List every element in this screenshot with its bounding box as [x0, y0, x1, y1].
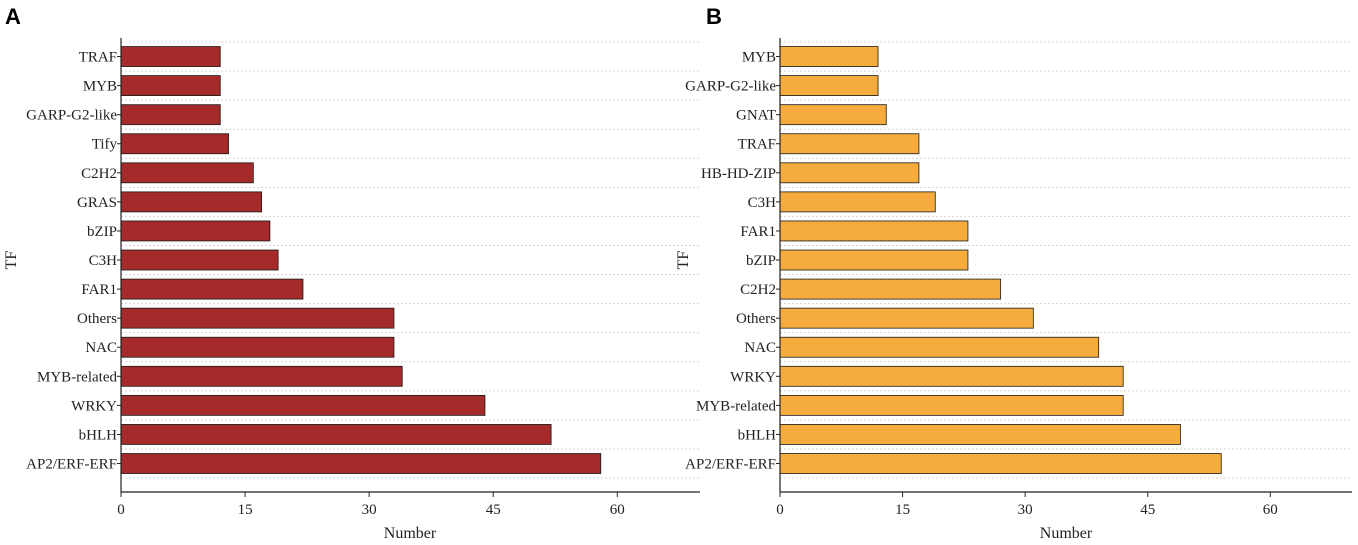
x-tick-label: 60	[610, 502, 625, 518]
category-label: HB-HD-ZIP	[701, 166, 776, 182]
bar-ap2-erf-erf	[120, 453, 602, 474]
category-label: WRKY	[71, 398, 117, 414]
category-label: MYB-related	[37, 369, 117, 385]
category-label: AP2/ERF-ERF	[685, 457, 776, 473]
bar-ap2-erf-erf	[779, 453, 1222, 474]
panel-b: B MYB GARP-G2-like GNAT TRAF HB-HD-ZIP C3H FAR1…	[675, 4, 1352, 542]
x-axis-title: Number	[384, 525, 437, 542]
bar-c2h2	[120, 162, 254, 184]
bar-myb-related	[779, 394, 1124, 416]
category-label: FAR1	[740, 224, 776, 240]
panel-letter: A	[5, 4, 21, 29]
category-label: C2H2	[81, 166, 117, 182]
bar-nac	[779, 336, 1100, 358]
category-label: WRKY	[730, 369, 776, 385]
category-label: Others	[77, 311, 117, 327]
bar-c3h	[779, 191, 936, 213]
x-tick-label: 0	[776, 502, 784, 518]
bar-myb	[120, 75, 221, 97]
bar-bzip	[779, 249, 969, 271]
x-axis-title: Number	[1040, 525, 1093, 542]
category-label: C3H	[748, 195, 777, 211]
x-tick-label: 30	[362, 502, 377, 518]
x-tick-label: 45	[1140, 502, 1155, 518]
bar-bhlh	[120, 424, 552, 445]
x-tick-label: 15	[895, 502, 910, 518]
category-label: Others	[736, 311, 776, 327]
bar-gnat	[779, 104, 887, 126]
category-label: C2H2	[740, 282, 776, 298]
category-label: GNAT	[736, 108, 776, 124]
bar-bzip	[120, 220, 271, 242]
x-tick-label: 45	[486, 502, 501, 518]
panel-a: A TRAF MYB GARP-G2-like Tify C2H2 GRAS bZIP C3H F…	[3, 4, 700, 542]
category-label: MYB	[83, 79, 117, 95]
category-label: bZIP	[746, 253, 776, 269]
bar-nac	[120, 336, 395, 358]
category-label: FAR1	[81, 282, 117, 298]
category-label: AP2/ERF-ERF	[26, 457, 117, 473]
category-label: C3H	[89, 253, 118, 269]
bar-traf	[120, 46, 221, 67]
bar-bhlh	[779, 424, 1181, 445]
bar-traf	[779, 133, 920, 155]
bar-others	[779, 307, 1034, 329]
category-label: MYB	[742, 50, 776, 66]
bar-tify	[120, 133, 229, 155]
bar-far1	[779, 220, 969, 242]
category-label: bZIP	[87, 224, 117, 240]
category-label: GARP-G2-like	[26, 108, 117, 124]
bar-myb-related	[120, 365, 403, 387]
bar-c2h2	[779, 278, 1002, 300]
x-tick-label: 15	[238, 502, 253, 518]
category-label: TRAF	[79, 50, 117, 66]
category-label: Tify	[92, 137, 118, 153]
panel-letter: B	[706, 4, 722, 29]
bar-garp-g2-like	[779, 75, 879, 97]
bar-gras	[120, 191, 263, 213]
category-label: NAC	[85, 340, 117, 356]
bar-garp-g2-like	[120, 104, 221, 126]
category-label: GARP-G2-like	[685, 79, 776, 95]
x-tick-label: 30	[1018, 502, 1033, 518]
y-axis-title: TF	[3, 251, 20, 270]
category-label: bHLH	[79, 427, 117, 443]
bar-hb-hd-zip	[779, 162, 920, 184]
category-label: MYB-related	[696, 398, 776, 414]
category-label: bHLH	[738, 427, 776, 443]
category-label: NAC	[744, 340, 776, 356]
bar-others	[120, 307, 395, 329]
x-tick-label: 60	[1263, 502, 1278, 518]
bar-c3h	[120, 249, 279, 271]
bar-far1	[120, 278, 304, 300]
category-label: GRAS	[77, 195, 117, 211]
bar-wrky	[779, 365, 1124, 387]
y-axis-title: TF	[675, 251, 692, 270]
bar-myb	[779, 46, 879, 67]
x-tick-label: 0	[117, 502, 125, 518]
category-label: TRAF	[738, 137, 776, 153]
bar-wrky	[120, 394, 486, 416]
